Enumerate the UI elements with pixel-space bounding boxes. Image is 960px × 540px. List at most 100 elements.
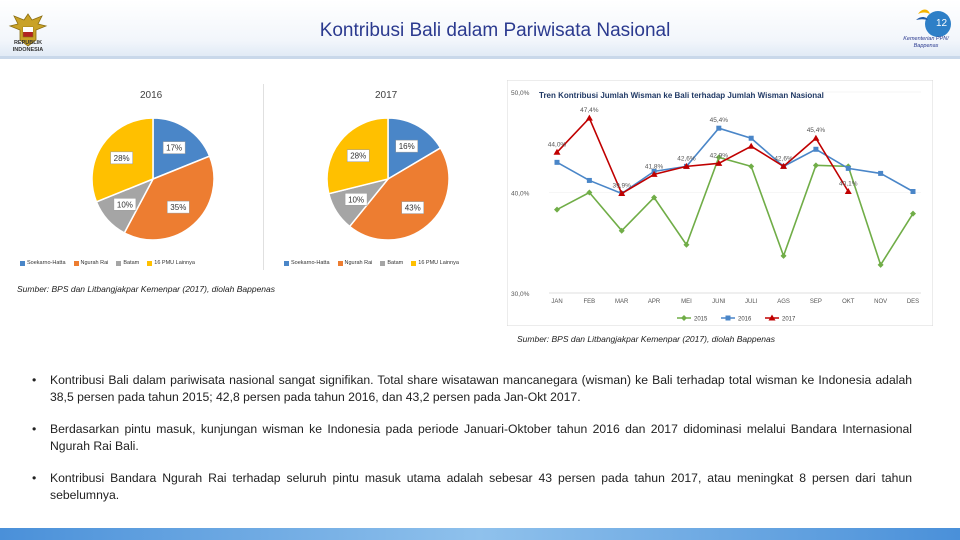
pie-data-label: 43%: [405, 204, 421, 213]
data-point: [768, 314, 776, 321]
series-line: [556, 116, 849, 195]
header-divider: [0, 56, 960, 59]
legend-label: 16 PMU Lainnya: [154, 260, 195, 266]
pie-data-label: 28%: [350, 152, 366, 161]
series-line: [556, 127, 914, 195]
data-point: [553, 148, 561, 155]
bullet-text: Kontribusi Bali dalam pariwisata nasiona…: [50, 373, 912, 404]
data-point: [682, 162, 690, 169]
legend-label: 2016: [738, 317, 752, 323]
line-source-note: Sumber: BPS dan Litbangjakpar Kemenpar (…: [517, 334, 776, 344]
pie-data-label: 28%: [114, 154, 130, 163]
data-point: [716, 125, 722, 131]
pie-2016-title: 2016: [140, 90, 163, 101]
data-point: [844, 187, 852, 194]
pie-label-box: [401, 201, 424, 214]
line-data-label: 44,0%: [548, 141, 567, 148]
pie-2016-legend: Soekarno-Hatta Ngurah Rai Batam 16 PMU Lain…: [20, 260, 203, 266]
pie-data-label: 35%: [170, 203, 186, 212]
pie-label-box: [344, 193, 368, 206]
pie-slice-ngurah-rai: [123, 155, 215, 241]
data-point: [813, 146, 819, 152]
bullet-item: • Berdasarkan pintu masuk, kunjungan wis…: [30, 421, 912, 455]
series-2017: [553, 114, 852, 197]
pie-data-label: 17%: [166, 144, 182, 153]
legend-label: Ngurah Rai: [80, 260, 109, 266]
bullet-dot: •: [32, 373, 37, 387]
data-point: [845, 165, 851, 171]
data-point: [878, 170, 884, 176]
legend-swatch: [73, 260, 79, 266]
data-point: [715, 154, 722, 161]
pie-slice-ngurah-rai: [348, 146, 450, 241]
legend-label: Ngurah Rai: [344, 260, 373, 266]
legend-label: Batam: [387, 260, 404, 266]
bullet-dot: •: [32, 471, 37, 485]
series-2015: [554, 154, 916, 268]
x-tick-label: AGS: [777, 299, 790, 305]
bullet-dot: •: [32, 422, 37, 436]
data-point: [681, 315, 687, 321]
data-point: [651, 194, 658, 201]
data-point: [725, 315, 731, 321]
x-tick-label: NOV: [874, 299, 887, 305]
line-data-label: 39,9%: [613, 183, 632, 190]
pie-label-box: [167, 200, 190, 214]
pie-divider: [263, 84, 264, 270]
data-point: [554, 206, 560, 213]
line-data-label: 41,8%: [645, 163, 664, 170]
x-tick-label: OKT: [842, 299, 855, 305]
pie-chart-2016: 17% 35% 10% 28%: [91, 117, 215, 241]
line-data-label: 47,4%: [580, 107, 599, 114]
legend-swatch: [411, 260, 417, 266]
data-point: [554, 159, 560, 165]
x-tick-label: JAN: [551, 299, 562, 305]
line-data-label: 45,4%: [710, 117, 729, 124]
pie-label-box: [346, 149, 370, 162]
pie-label-box: [162, 141, 186, 154]
data-point: [618, 227, 625, 234]
data-point: [748, 135, 754, 141]
bullet-list: • Kontribusi Bali dalam pariwisata nasio…: [30, 372, 912, 519]
bappenas-logo-icon: [916, 9, 951, 37]
pie-data-label: 10%: [117, 200, 133, 209]
data-point: [910, 210, 916, 217]
data-point: [585, 114, 593, 121]
data-point: [812, 162, 819, 169]
line-data-label: 42,9%: [710, 152, 729, 159]
x-tick-label: JULI: [745, 299, 758, 305]
x-tick-label: SEP: [810, 299, 822, 305]
bullet-item: • Kontribusi Bandara Ngurah Rai terhadap…: [30, 470, 912, 504]
data-point: [683, 241, 690, 248]
data-point: [877, 261, 884, 268]
legend-swatch: [147, 260, 153, 266]
pie-data-label: 16%: [399, 142, 415, 151]
line-data-label: 42,6%: [677, 155, 696, 162]
data-point: [780, 162, 788, 169]
footer-bar: [0, 528, 960, 540]
y-tick-label: 40,0%: [511, 191, 530, 198]
pie-2017-legend: Soekarno-Hatta Ngurah Rai Batam 16 PMU Lain…: [284, 260, 467, 266]
bullet-text: Kontribusi Bandara Ngurah Rai terhadap s…: [50, 471, 912, 502]
pie-chart-2017: 16% 43% 10% 28%: [326, 117, 450, 241]
data-point: [748, 163, 755, 170]
data-point: [715, 159, 723, 166]
pie-data-label: 10%: [348, 195, 364, 204]
series-line: [556, 156, 914, 267]
x-tick-label: JUNI: [712, 299, 726, 305]
emblem-caption: REPUBLIK INDONESIA: [12, 40, 44, 53]
y-tick-label: 30,0%: [511, 291, 530, 298]
pie-label-box: [395, 139, 418, 153]
legend-swatch: [284, 260, 289, 266]
pie-label-box: [110, 151, 133, 165]
legend-label: 2015: [694, 317, 708, 323]
legend-swatch: [116, 260, 122, 266]
line-chart: Tren Kontribusi Jumlah Wisman ke Bali te…: [507, 80, 933, 326]
slide-header: [0, 0, 960, 58]
legend-swatch: [380, 260, 386, 266]
bullet-text: Berdasarkan pintu masuk, kunjungan wisma…: [50, 422, 912, 453]
x-tick-label: MAR: [615, 299, 629, 305]
line-data-label: 42,6%: [774, 155, 793, 162]
data-point: [812, 134, 820, 141]
data-point: [747, 142, 755, 149]
